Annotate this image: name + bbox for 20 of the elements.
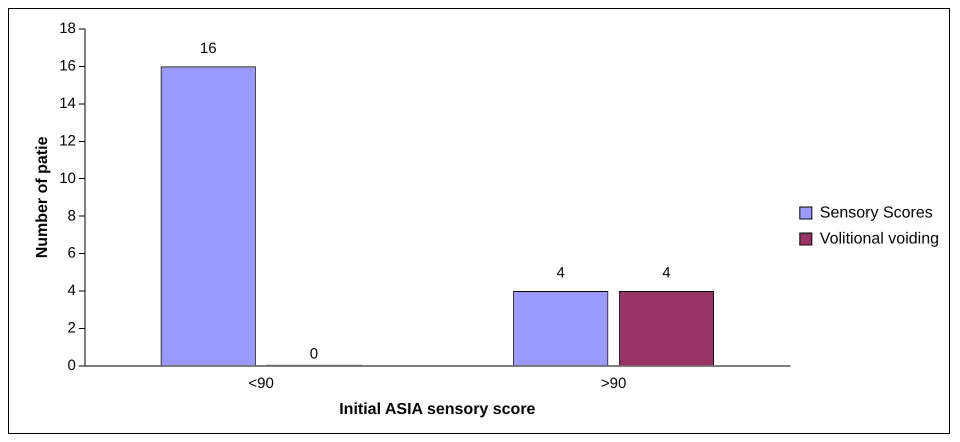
legend-label: Volitional voiding	[820, 230, 940, 248]
y-axis-title: Number of patie	[34, 136, 52, 258]
x-tick-label: <90	[248, 374, 274, 392]
data-label: 4	[556, 264, 565, 282]
y-tick-label: 2	[68, 320, 76, 337]
y-tick-label: 4	[68, 282, 76, 300]
data-label: 4	[662, 264, 671, 282]
y-tick-label: 12	[59, 132, 76, 150]
y-tick-label: 10	[59, 170, 76, 187]
y-tick-label: 18	[59, 20, 76, 38]
legend-label: Sensory Scores	[820, 204, 933, 222]
y-tick-label: 0	[68, 356, 76, 374]
y-tick-label: 16	[59, 58, 76, 75]
y-tick-label: 6	[68, 244, 76, 262]
data-label: 16	[200, 40, 217, 58]
data-label: 0	[310, 345, 318, 362]
y-tick-label: 8	[68, 207, 76, 224]
x-axis-title: Initial ASIA sensory score	[339, 400, 536, 418]
x-tick-label: >90	[600, 374, 626, 392]
y-tick-label: 14	[59, 94, 76, 112]
